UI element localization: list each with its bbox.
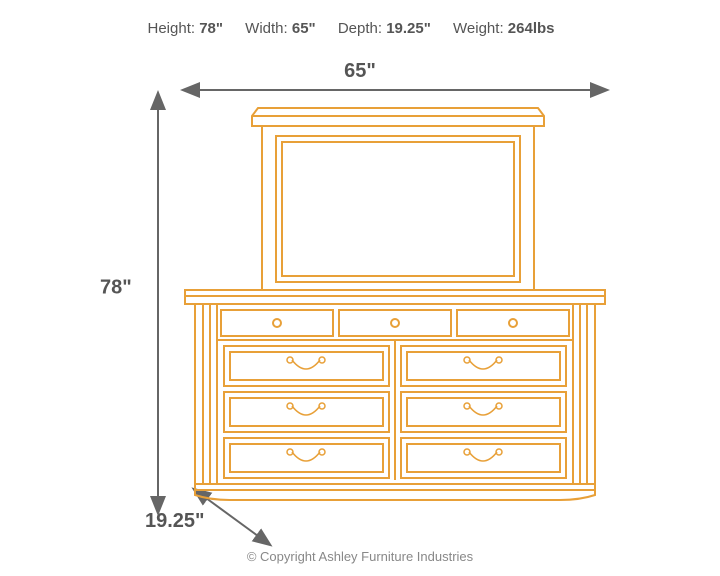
furniture-outline xyxy=(185,108,605,500)
depth-arrow xyxy=(206,498,258,536)
furniture-diagram xyxy=(0,0,720,576)
copyright-text: © Copyright Ashley Furniture Industries xyxy=(247,549,473,564)
